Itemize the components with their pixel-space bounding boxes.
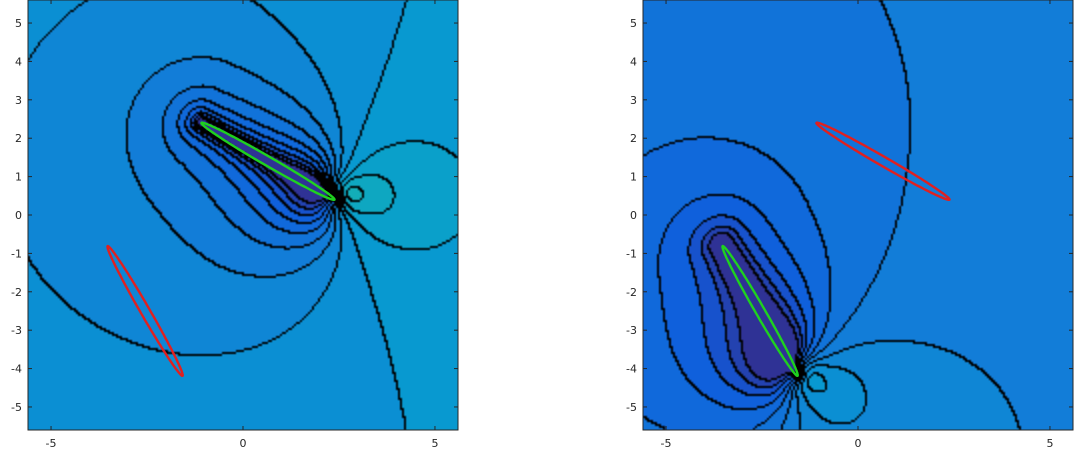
y-tick-label: 0 — [15, 209, 22, 222]
x-tick-label: 0 — [855, 437, 862, 450]
y-tick-label: 5 — [630, 17, 637, 30]
x-tick-label: -5 — [46, 437, 57, 450]
source-ellipse — [721, 244, 799, 377]
y-tick-label: -3 — [626, 324, 637, 337]
y-tick-label: 1 — [630, 171, 637, 184]
x-tick-label: -5 — [661, 437, 672, 450]
tick-group: -5 0 5 5 4 3 2 1 0 -1 -2 -3 -4 -5 — [11, 0, 458, 450]
x-tick-label: 0 — [240, 437, 247, 450]
y-tick-label: 4 — [15, 55, 22, 68]
x-tick-label: 5 — [431, 437, 438, 450]
y-tick-label: -4 — [11, 363, 22, 376]
y-tick-label: 2 — [15, 132, 22, 145]
y-tick-label: -1 — [626, 247, 637, 260]
filled-contour-field — [643, 0, 1073, 430]
y-tick-label: -1 — [11, 247, 22, 260]
y-tick-label: 2 — [630, 132, 637, 145]
y-tick-label: 0 — [630, 209, 637, 222]
y-tick-label: 3 — [15, 94, 22, 107]
y-tick-label: -5 — [626, 401, 637, 414]
ellipse-group — [106, 121, 336, 377]
y-tick-label: 5 — [15, 17, 22, 30]
tick-group: -5 0 5 5 4 3 2 1 0 -1 -2 -3 -4 -5 — [626, 0, 1073, 450]
contour-plot-right: -5 0 5 5 4 3 2 1 0 -1 -2 -3 -4 -5 — [626, 0, 1074, 450]
target-ellipse — [106, 244, 184, 377]
y-tick-label: 3 — [630, 94, 637, 107]
filled-contour-field — [28, 0, 458, 430]
source-ellipse — [200, 121, 336, 201]
y-tick-label: -2 — [626, 286, 637, 299]
target-ellipse — [815, 121, 951, 201]
y-tick-label: -4 — [626, 363, 637, 376]
y-tick-label: -3 — [11, 324, 22, 337]
x-tick-label: 5 — [1046, 437, 1053, 450]
y-tick-label: 4 — [630, 55, 637, 68]
y-tick-label: -2 — [11, 286, 22, 299]
ellipse-group — [721, 121, 951, 377]
y-tick-label: -5 — [11, 401, 22, 414]
contour-plot-left: -5 0 5 5 4 3 2 1 0 -1 -2 -3 -4 -5 — [11, 0, 459, 450]
y-tick-label: 1 — [15, 171, 22, 184]
